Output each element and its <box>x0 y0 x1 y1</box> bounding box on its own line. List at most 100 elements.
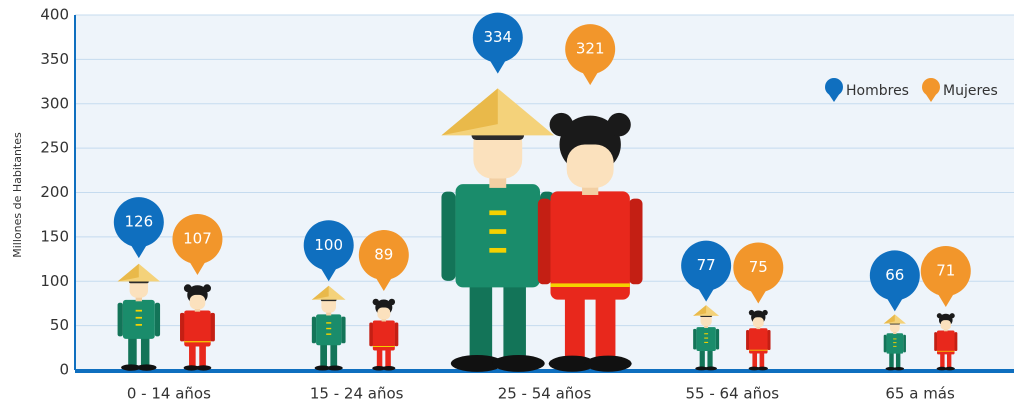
data-label: 107 <box>183 230 212 248</box>
trim <box>550 283 629 287</box>
arm <box>312 317 316 344</box>
y-tick-label: 300 <box>40 94 69 112</box>
data-label: 89 <box>374 246 393 264</box>
button <box>136 324 142 326</box>
arm <box>716 329 719 350</box>
shoe <box>945 367 955 371</box>
arm <box>954 332 957 351</box>
bun <box>749 310 754 315</box>
y-tick-label: 200 <box>40 183 69 201</box>
button <box>136 310 142 312</box>
y-tick-label: 0 <box>59 361 69 379</box>
x-tick-label: 55 - 64 años <box>686 385 780 403</box>
y-tick-label: 50 <box>50 316 69 334</box>
arm <box>155 303 160 337</box>
data-label: 75 <box>749 258 768 276</box>
trim <box>373 346 395 347</box>
arm <box>180 313 185 342</box>
arm <box>341 317 345 344</box>
trim <box>937 351 955 352</box>
x-tick-label: 65 a más <box>885 385 955 403</box>
arm <box>934 332 937 351</box>
y-axis-label: Millones de Habitantes <box>11 132 24 258</box>
face <box>753 317 764 327</box>
y-tick-label: 150 <box>40 227 69 245</box>
shoe <box>585 356 632 372</box>
face <box>190 295 206 309</box>
arm <box>210 313 215 342</box>
legend-label: Mujeres <box>943 83 998 99</box>
button <box>704 338 708 339</box>
body <box>123 300 155 339</box>
bun <box>607 113 630 136</box>
button <box>704 333 708 334</box>
x-tick-label: 25 - 54 años <box>498 385 592 403</box>
face <box>567 144 614 187</box>
body <box>696 327 715 351</box>
bun <box>203 284 211 292</box>
trim <box>184 341 210 342</box>
button <box>136 317 142 319</box>
leg <box>330 343 337 367</box>
y-tick-label: 350 <box>40 50 69 68</box>
y-tick-label: 100 <box>40 272 69 290</box>
data-label: 334 <box>483 28 512 46</box>
arm <box>538 199 552 285</box>
button <box>893 346 896 347</box>
face <box>941 320 951 330</box>
arm <box>441 192 455 281</box>
arm <box>903 335 906 353</box>
chart: Millones de Habitantes 0 50 100 150 200 250 30… <box>0 0 1014 406</box>
arm <box>629 199 643 285</box>
button <box>326 328 331 329</box>
body <box>456 184 540 287</box>
shoe <box>492 355 545 372</box>
y-tick-label: 250 <box>40 139 69 157</box>
button <box>489 210 506 215</box>
dress <box>749 328 768 353</box>
leg <box>896 352 900 368</box>
body <box>316 314 341 345</box>
arm <box>767 330 770 350</box>
x-tick-label: 15 - 24 años <box>310 385 404 403</box>
shoe <box>894 367 904 370</box>
shoe <box>196 365 212 370</box>
leg <box>128 336 136 366</box>
data-label: 71 <box>936 261 955 279</box>
bun <box>389 299 396 306</box>
data-label: 126 <box>124 213 153 231</box>
y-tick-label: 400 <box>40 6 69 24</box>
trim <box>749 350 768 351</box>
bun <box>937 313 942 318</box>
body <box>886 333 903 353</box>
shoe <box>382 366 395 371</box>
arm <box>746 330 749 350</box>
leg <box>889 352 893 368</box>
arm <box>369 322 373 346</box>
button <box>326 322 331 323</box>
bun <box>950 313 955 318</box>
bun <box>550 113 573 136</box>
arm <box>395 322 399 346</box>
button <box>489 229 506 234</box>
bun <box>373 299 380 306</box>
bun <box>762 310 767 315</box>
data-label: 100 <box>314 236 343 254</box>
button <box>326 333 331 334</box>
leg <box>320 343 327 367</box>
legend-label: Hombres <box>846 83 909 99</box>
leg <box>470 281 493 361</box>
arm <box>884 335 887 353</box>
shoe <box>137 364 157 370</box>
arm <box>118 303 123 337</box>
shoe <box>705 367 717 371</box>
shoe <box>327 366 343 371</box>
data-label: 66 <box>885 266 904 284</box>
leg <box>707 349 712 367</box>
button <box>489 248 506 253</box>
data-label: 321 <box>576 40 605 58</box>
button <box>893 338 896 339</box>
leg <box>700 349 705 367</box>
button <box>893 342 896 343</box>
bun <box>184 284 192 292</box>
